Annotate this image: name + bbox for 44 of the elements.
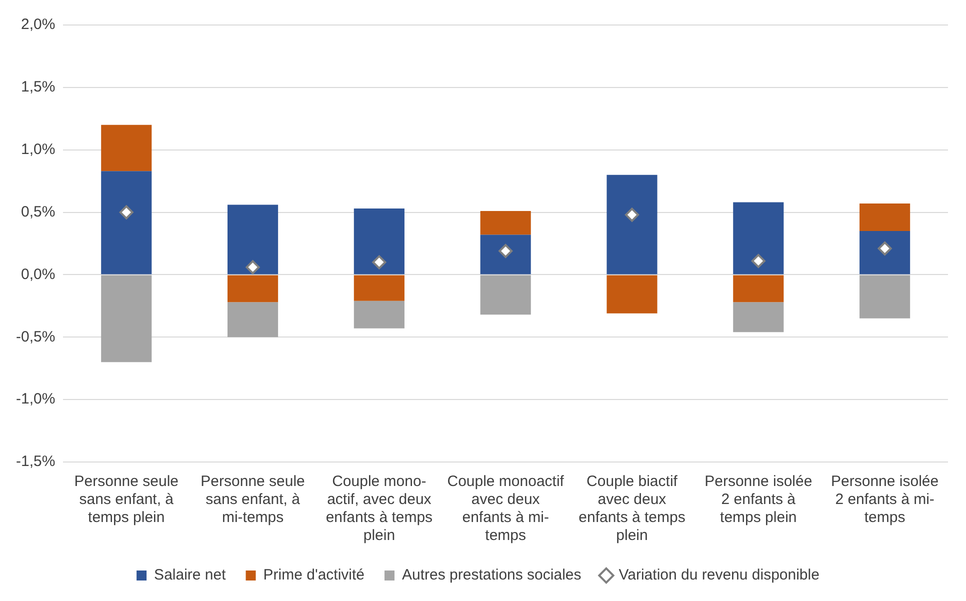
x-tick-label: Couple biactif avec deux enfants à temps plein [578,473,686,544]
bar [733,202,784,274]
point [751,254,766,268]
bar [860,231,910,274]
y-tick-label: 0,0% [20,266,56,283]
y-tick-label: 2,0% [20,16,56,34]
bar [354,300,404,328]
x-tick-label: Personne seule sans enfant, à temps plein [74,473,179,526]
bar [480,234,531,274]
bar [480,211,531,235]
bar [606,174,658,274]
legend-label: Salaire net [154,566,227,584]
bar [860,204,910,232]
point [246,260,260,274]
bar [860,275,910,318]
point [624,208,639,222]
point [119,205,134,220]
y-tick-label: -1,5% [16,453,56,470]
x-tick-label: Personne isolée 2 enfants à mi-temps [831,473,939,526]
y-tick-label: 1,5% [20,78,56,96]
bar [606,275,658,314]
bar [354,208,404,274]
bar [354,275,404,301]
x-tick-label: Couple monoactif avec deux enfants à mi-temps [447,473,565,544]
y-tick-label: 0,5% [20,203,56,220]
y-tick-label: -0,5% [16,328,56,346]
bar [480,275,531,315]
bar [228,302,278,338]
legend-label: Prime d'activité [263,566,365,584]
y-tick-label: -1,0% [16,390,56,408]
x-tick-label: Couple mono-actif, avec deux enfants à temps plein [326,473,433,544]
legend-label: Variation du revenu disponible [618,566,820,584]
bar [228,275,278,302]
legend-label: Autres prestations sociales [402,566,582,584]
bar [101,124,152,172]
bar [228,204,278,274]
bar [101,275,152,362]
bar [733,302,784,332]
bar [733,275,784,302]
y-tick-label: 1,0% [20,141,56,158]
bar [101,171,152,274]
x-tick-label: Personne isolée 2 enfants à temps plein [704,473,812,526]
x-tick-label: Personne seule sans enfant, à mi-temps [200,473,305,526]
point [372,255,386,270]
